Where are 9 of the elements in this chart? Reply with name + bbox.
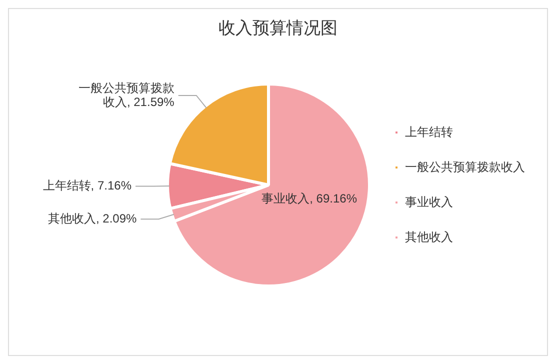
legend-label: 事业收入 <box>405 194 453 209</box>
legend-label: 一般公共预算拨款收入 <box>405 160 525 174</box>
data-label: 一般公共预算拨款收入, 21.59% <box>78 80 175 109</box>
data-label: 其他收入, 2.09% <box>48 211 137 226</box>
legend-label: 其他收入 <box>405 230 453 244</box>
legend-label: 上年结转 <box>405 124 453 139</box>
data-label: 事业收入, 69.16% <box>262 192 358 206</box>
chart-title: 收入预算情况图 <box>218 18 338 38</box>
data-label: 上年结转, 7.16% <box>42 178 132 193</box>
